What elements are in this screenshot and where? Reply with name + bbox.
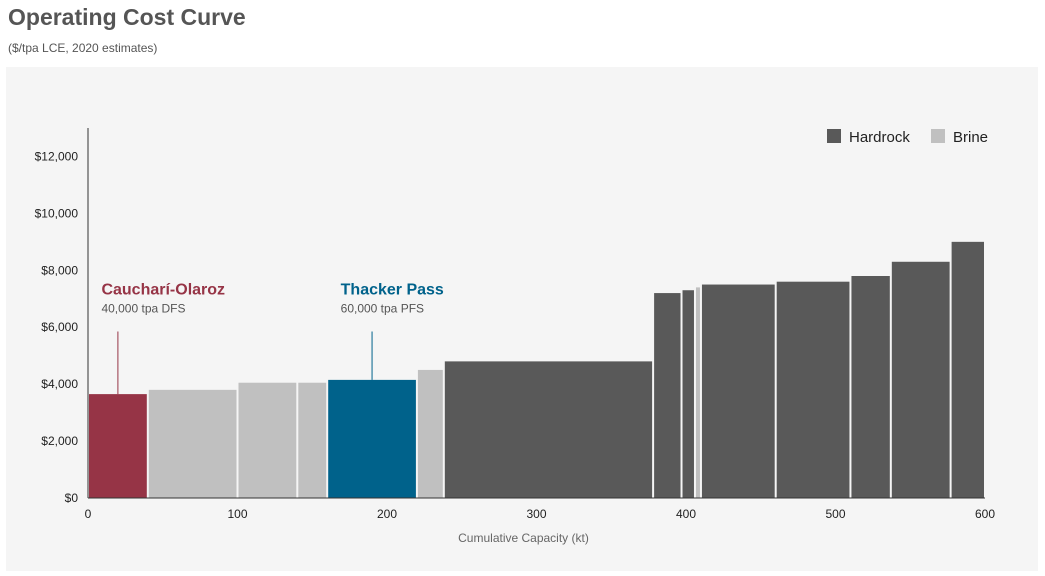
y-tick-label: $6,000 xyxy=(41,320,78,334)
cost-bar-11 xyxy=(701,284,775,498)
cost-bar-1 xyxy=(89,394,147,498)
axes-layer: $0 $2,000 $4,000 $6,000 $8,000 $10,000 $12,000… xyxy=(35,128,995,545)
annotations-layer: Caucharí-Olaroz 40,000 tpa DFS Thacker Pas… xyxy=(101,282,444,395)
bars-layer xyxy=(89,241,984,498)
cost-bar-13 xyxy=(851,276,890,498)
cost-bar-3 xyxy=(238,382,297,498)
y-tick-label: $4,000 xyxy=(41,377,78,391)
cost-bar-14 xyxy=(891,261,950,498)
page-subtitle: ($/tpa LCE, 2020 estimates) xyxy=(8,41,158,55)
x-tick-label: 500 xyxy=(825,507,845,521)
y-tick-label: $8,000 xyxy=(41,263,78,277)
cost-bar-7 xyxy=(444,361,653,498)
y-tick-label: $12,000 xyxy=(35,149,79,163)
cost-bar-9 xyxy=(682,290,694,498)
cost-bar-4 xyxy=(298,382,327,498)
legend-swatch-brine xyxy=(931,129,945,143)
y-tick-label: $10,000 xyxy=(35,206,79,220)
page-title: Operating Cost Curve xyxy=(8,4,246,30)
cauchari-olaroz-label: Caucharí-Olaroz xyxy=(101,282,225,299)
cost-bar-15 xyxy=(951,241,984,498)
legend-label-hardrock: Hardrock xyxy=(849,129,910,146)
legend-label-brine: Brine xyxy=(953,129,988,146)
cost-bar-8 xyxy=(654,293,681,498)
cost-bar-10 xyxy=(695,287,700,498)
x-tick-label: 200 xyxy=(377,507,397,521)
cost-bar-12 xyxy=(776,281,850,498)
cost-bar-5 xyxy=(328,379,416,498)
x-tick-label: 400 xyxy=(676,507,696,521)
legend-swatch-hardrock xyxy=(827,129,841,143)
x-tick-label: 600 xyxy=(975,507,995,521)
y-tick-label: $2,000 xyxy=(41,434,78,448)
x-tick-label: 300 xyxy=(526,507,546,521)
x-tick-label: 0 xyxy=(85,507,92,521)
y-tick-label: $0 xyxy=(65,491,79,505)
thacker-pass-sublabel: 60,000 tpa PFS xyxy=(341,302,424,316)
cost-bar-6 xyxy=(417,369,443,498)
legend: Hardrock Brine xyxy=(827,129,988,146)
x-axis-label: Cumulative Capacity (kt) xyxy=(458,531,589,545)
cost-bar-2 xyxy=(148,389,237,498)
cauchari-olaroz-sublabel: 40,000 tpa DFS xyxy=(101,302,185,316)
thacker-pass-label: Thacker Pass xyxy=(341,282,444,299)
x-tick-label: 100 xyxy=(227,507,247,521)
